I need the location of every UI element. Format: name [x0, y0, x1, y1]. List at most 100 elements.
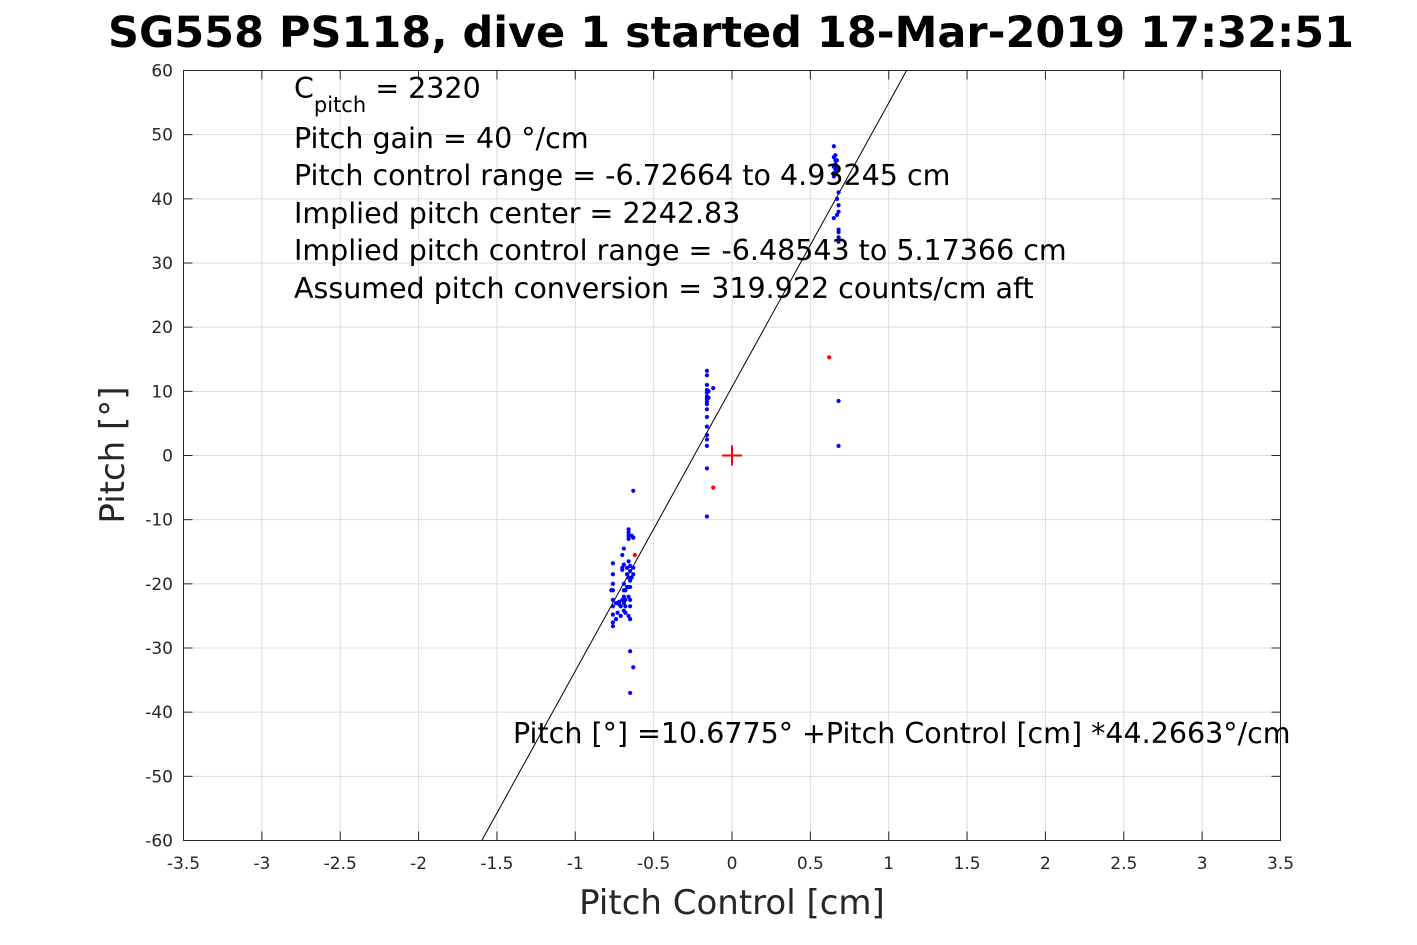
scatter-point-blue: [628, 690, 633, 696]
scatter-point-blue: [631, 665, 636, 670]
x-tick-label: 2: [1040, 854, 1051, 874]
scatter-point-blue: [836, 239, 841, 244]
y-axis-label: Pitch [°]: [93, 386, 133, 523]
scatter-point-red: [827, 355, 832, 360]
scatter-point-blue: [626, 559, 631, 564]
c-pitch-annotation: Cpitch = 2320: [294, 72, 481, 117]
scatter-point-blue: [620, 597, 625, 602]
scatter-point-blue: [628, 584, 633, 590]
x-tick-label: 2.5: [1110, 854, 1137, 874]
scatter-point-blue: [626, 530, 631, 535]
scatter-point-blue: [834, 212, 840, 217]
scatter-point-blue: [623, 610, 628, 615]
scatter-point-blue: [834, 169, 840, 174]
control-range-annotation: Pitch control range = -6.72664 to 4.9324…: [294, 159, 950, 192]
annotation-block: Cpitch = 2320 Pitch gain = 40 °/cm Pitch…: [294, 72, 1067, 305]
scatter-point-blue: [626, 527, 631, 532]
x-tick-label: 3.5: [1267, 854, 1294, 874]
scatter-point-blue: [834, 196, 840, 201]
scatter-point-blue: [836, 209, 841, 214]
scatter-point-blue: [621, 581, 626, 586]
scatter-point-red: [632, 552, 637, 558]
scatter-point-blue: [610, 561, 615, 566]
y-tick-label: -20: [145, 575, 173, 595]
scatter-point-blue: [621, 594, 626, 599]
x-tick-label: -0.5: [637, 854, 670, 874]
implied-center-annotation: Implied pitch center = 2242.83: [294, 197, 740, 230]
x-tick-labels: -3.5 -3 -2.5 -2 -1.5 -1 -0.5 0 0.5 1 1.5 2 2.5 3 3.5: [167, 854, 1294, 874]
scatter-point-blue: [610, 624, 615, 629]
scatter-point-blue: [618, 604, 623, 609]
scatter-point-blue: [623, 588, 628, 593]
scatter-point-blue: [836, 230, 841, 235]
scatter-point-blue: [836, 398, 841, 404]
scatter-point-blue: [631, 488, 636, 493]
scatter-point-blue: [621, 562, 626, 567]
scatter-point-blue: [620, 567, 625, 572]
y-tick-label: 0: [162, 447, 173, 467]
scatter-point-blue: [617, 599, 622, 604]
scatter-point-blue: [833, 172, 838, 177]
c-pitch-subscript: pitch: [314, 93, 366, 117]
scatter-point-blue: [610, 597, 615, 602]
scatter-point-blue: [610, 612, 615, 617]
y-tick-labels: -60 -50 -40 -30 -20 -10 0 10 20 30 40 50 60: [145, 62, 173, 852]
scatter-point-blue: [628, 617, 633, 622]
x-tick-label: 0.5: [797, 854, 824, 874]
implied-range-annotation: Implied pitch control range = -6.48543 t…: [294, 234, 1067, 267]
scatter-point-blue: [704, 466, 710, 471]
y-tick-label: 40: [151, 190, 173, 210]
scatter-point-blue: [628, 649, 633, 654]
scatter-point-blue: [836, 443, 841, 448]
scatter-point-blue: [706, 389, 711, 394]
x-tick-label: -2: [410, 854, 427, 874]
scatter-point-blue: [836, 235, 841, 240]
scatter-point-blue: [704, 424, 710, 429]
scatter-point-blue: [836, 190, 841, 195]
plot-content: [481, 70, 908, 841]
y-tick-label: -60: [145, 832, 173, 852]
scatter-point-blue: [631, 572, 636, 577]
scatter-point-blue: [626, 536, 631, 542]
scatter-point-blue: [704, 373, 710, 378]
scatter-point-blue: [626, 533, 631, 538]
c-pitch-symbol: C: [294, 72, 314, 105]
chart-title: SG558 PS118, dive 1 started 18-Mar-2019 …: [108, 8, 1354, 58]
scatter-point-blue: [833, 153, 838, 158]
scatter-point-blue: [704, 414, 710, 420]
y-tick-label: 10: [151, 382, 173, 402]
scatter-point-blue: [831, 144, 836, 149]
scatter-point-blue: [609, 588, 614, 593]
y-tick-label: -40: [145, 703, 173, 723]
c-pitch-value: = 2320: [366, 72, 481, 105]
y-tick-label: -30: [145, 639, 173, 659]
scatter-point-blue: [610, 572, 615, 577]
y-tick-label: -10: [145, 511, 173, 531]
scatter-point-blue: [836, 203, 841, 208]
x-tick-label: 0: [727, 854, 738, 874]
x-axis-label: Pitch Control [cm]: [579, 883, 885, 923]
x-tick-label: 3: [1197, 854, 1208, 874]
scatter-point-blue: [626, 575, 631, 580]
scatter-point-blue: [628, 578, 633, 583]
scatter-point-blue: [628, 604, 633, 609]
x-tick-label: 1.5: [954, 854, 981, 874]
scatter-point-blue: [711, 386, 716, 391]
scatter-point-blue: [623, 597, 628, 602]
scatter-point-blue: [628, 568, 633, 574]
scatter-point-red: [711, 485, 716, 490]
center-marker: [722, 445, 742, 466]
scatter-point-blue: [623, 604, 628, 609]
scatter-point-blue: [620, 552, 625, 558]
scatter-point-blue: [704, 432, 710, 438]
scatter-point-blue: [613, 617, 619, 622]
y-tick-label: 20: [151, 318, 173, 338]
x-tick-label: 1: [883, 854, 894, 874]
x-tick-label: -3.5: [167, 854, 200, 874]
scatter-point-blue: [704, 368, 710, 373]
scatter-point-blue: [615, 610, 620, 615]
grid-lines: [183, 70, 1281, 841]
scatter-point-blue: [704, 437, 710, 442]
scatter-point-blue: [704, 443, 710, 448]
x-tick-label: -1: [567, 854, 584, 874]
